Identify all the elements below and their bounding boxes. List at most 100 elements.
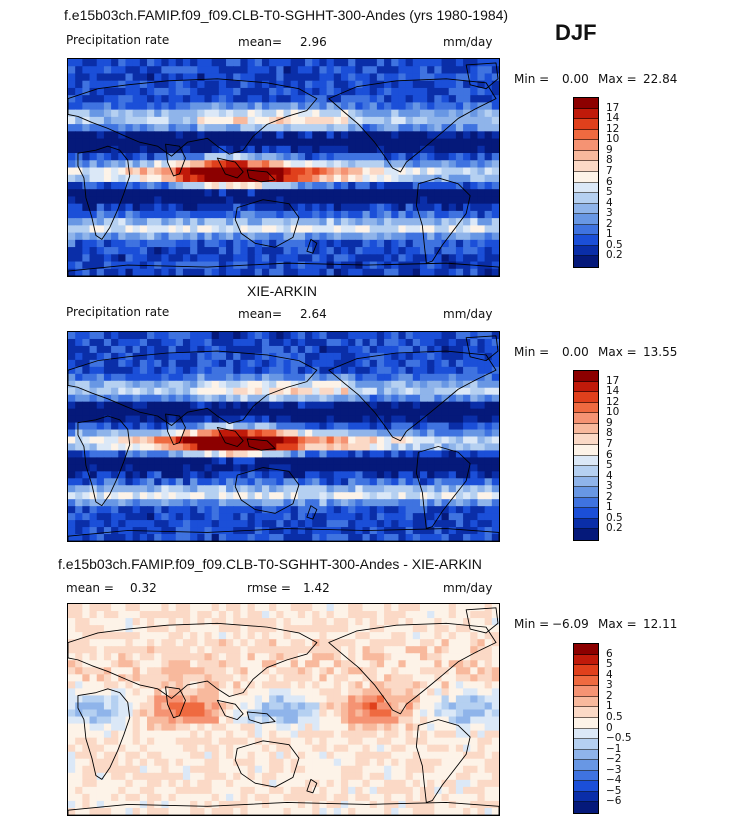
colorbar-swatch <box>574 423 598 435</box>
colorbar-tick-label: 2 <box>606 490 613 503</box>
season-label: DJF <box>555 20 597 45</box>
colorbar-tick-label: 2 <box>606 217 613 230</box>
colorbar-swatch <box>574 529 598 540</box>
colorbar-swatch <box>574 770 598 782</box>
colorbar-tick-label: 1 <box>606 228 613 241</box>
colorbar-tick-label: 6 <box>606 175 613 188</box>
colorbar-swatch <box>574 675 598 687</box>
colorbar-tick-label: 3 <box>606 480 613 493</box>
colorbar-tick-label: 8 <box>606 154 613 167</box>
colorbar-swatch <box>574 392 598 403</box>
panel1-colorbar <box>573 97 599 268</box>
panel3-rmse-label: rmse = <box>247 581 291 595</box>
colorbar-tick-label: 0.5 <box>606 511 623 524</box>
colorbar-tick-label: 5 <box>606 186 613 199</box>
colorbar-tick-label: −1 <box>606 742 622 755</box>
colorbar-swatch <box>574 413 598 424</box>
figure-title: f.e15b03ch.FAMIP.f09_f09.CLB-T0-SGHHT-30… <box>64 7 509 23</box>
panel1-mean-value: 2.96 <box>300 35 327 49</box>
panel2-precip-map <box>67 331 500 542</box>
colorbar-swatch <box>574 487 598 498</box>
colorbar-tick-label: 0 <box>606 721 613 734</box>
colorbar-swatch <box>574 108 598 120</box>
colorbar-tick-label: 17 <box>606 101 620 114</box>
colorbar-swatch <box>574 455 598 467</box>
panel2-min-label: Min = <box>514 345 550 359</box>
panel3-min-value: −6.09 <box>552 617 589 631</box>
colorbar-tick-label: 5 <box>606 658 613 671</box>
colorbar-swatch <box>574 171 598 183</box>
panel1-min-value: 0.00 <box>562 72 589 86</box>
panel3-min-label: Min = <box>514 617 550 631</box>
panel3-rmse-value: 1.42 <box>303 581 330 595</box>
colorbar-swatch <box>574 434 598 445</box>
colorbar-swatch <box>574 150 598 162</box>
colorbar-tick-label: 14 <box>606 385 620 398</box>
colorbar-swatch <box>574 717 598 729</box>
colorbar-swatch <box>574 696 598 708</box>
colorbar-swatch <box>574 476 598 488</box>
colorbar-tick-label: 12 <box>606 122 620 135</box>
colorbar-swatch <box>574 182 598 194</box>
colorbar-swatch <box>574 161 598 172</box>
colorbar-swatch <box>574 256 598 267</box>
panel1-mean-label: mean= <box>238 35 283 49</box>
colorbar-swatch <box>574 518 598 530</box>
colorbar-swatch <box>574 129 598 141</box>
colorbar-tick-label: −2 <box>606 753 622 766</box>
colorbar-swatch <box>574 781 598 792</box>
colorbar-tick-label: 4 <box>606 668 613 681</box>
colorbar-swatch <box>574 749 598 761</box>
colorbar-tick-label: −0.5 <box>606 732 632 745</box>
colorbar-tick-label: 3 <box>606 207 613 220</box>
panel3-max-label: Max = <box>598 617 637 631</box>
colorbar-tick-label: 10 <box>606 406 620 419</box>
colorbar-swatch <box>574 245 598 257</box>
colorbar-tick-label: −6 <box>606 795 622 808</box>
colorbar-swatch <box>574 466 598 477</box>
panel2-max-value: 13.55 <box>643 345 678 359</box>
colorbar-tick-label: 0.5 <box>606 238 623 251</box>
panel2-units: mm/day <box>443 307 493 321</box>
panel2-mean-label: mean= <box>238 307 283 321</box>
colorbar-tick-label: 0.5 <box>606 710 623 723</box>
colorbar-tick-label: 14 <box>606 112 620 125</box>
colorbar-swatch <box>574 665 598 676</box>
panel1-max-label: Max = <box>598 72 637 86</box>
colorbar-tick-label: 1 <box>606 700 613 713</box>
panel3-units: mm/day <box>443 581 493 595</box>
colorbar-tick-label: 9 <box>606 416 613 429</box>
colorbar-tick-label: 4 <box>606 196 613 209</box>
colorbar-tick-label: 8 <box>606 427 613 440</box>
colorbar-tick-label: 6 <box>606 647 613 660</box>
colorbar-tick-label: 2 <box>606 689 613 702</box>
colorbar-tick-label: 7 <box>606 437 613 450</box>
colorbar-swatch <box>574 739 598 750</box>
colorbar-swatch <box>574 371 598 382</box>
colorbar-swatch <box>574 402 598 414</box>
colorbar-swatch <box>574 214 598 225</box>
panel1-max-value: 22.84 <box>643 72 678 86</box>
panel2-max-label: Max = <box>598 345 637 359</box>
colorbar-swatch <box>574 728 598 740</box>
panel1-variable-label: Precipitation rate <box>66 33 170 47</box>
colorbar-swatch <box>574 760 598 771</box>
panel3-mean-label: mean = <box>66 581 114 595</box>
colorbar-tick-label: 17 <box>606 374 620 387</box>
colorbar-tick-label: 7 <box>606 164 613 177</box>
colorbar-swatch <box>574 98 598 109</box>
panel3-mean-value: 0.32 <box>130 581 157 595</box>
colorbar-tick-label: −4 <box>606 774 622 787</box>
colorbar-swatch <box>574 654 598 666</box>
colorbar-swatch <box>574 707 598 718</box>
colorbar-swatch <box>574 497 598 509</box>
colorbar-tick-label: 12 <box>606 395 620 408</box>
panel1-precip-map <box>67 58 500 277</box>
colorbar-tick-label: 4 <box>606 469 613 482</box>
panel1-units: mm/day <box>443 35 493 49</box>
colorbar-tick-label: 9 <box>606 143 613 156</box>
colorbar-swatch <box>574 235 598 246</box>
colorbar-swatch <box>574 224 598 236</box>
colorbar-tick-label: −5 <box>606 784 622 797</box>
colorbar-swatch <box>574 644 598 655</box>
